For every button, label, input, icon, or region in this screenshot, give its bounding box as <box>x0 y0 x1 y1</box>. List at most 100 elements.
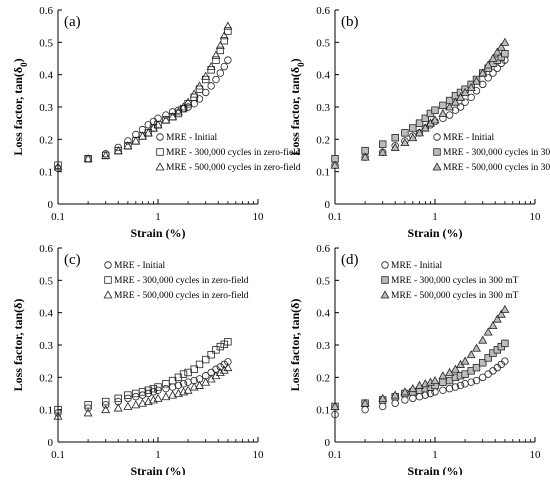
legend-label: MRE - Initial <box>443 133 495 143</box>
data-point <box>224 358 232 366</box>
data-point <box>153 120 163 129</box>
data-point <box>415 119 424 127</box>
y-tick-label: 0.4 <box>316 70 330 82</box>
data-point <box>138 388 147 396</box>
data-point <box>500 37 510 46</box>
data-point <box>216 342 225 351</box>
data-point <box>162 384 170 393</box>
data-point <box>492 47 502 56</box>
data-point <box>168 112 178 121</box>
legend-marker <box>155 162 165 171</box>
y-tick-label: 0 <box>325 437 331 449</box>
y-axis-title-subscript: 0 <box>19 62 29 67</box>
x-tick-label: 10 <box>530 449 542 461</box>
x-tick-label: 0.1 <box>328 449 342 461</box>
series-2 <box>330 304 510 410</box>
data-point <box>496 309 506 318</box>
data-point <box>484 370 492 378</box>
data-point <box>201 71 211 80</box>
data-point <box>219 365 229 374</box>
data-point <box>216 69 225 77</box>
y-axis-title-main: Loss factor, tan(δ <box>11 67 25 156</box>
x-tick-label: 0.1 <box>328 211 342 223</box>
y-tick-label: 0.5 <box>316 37 330 49</box>
legend-marker <box>433 133 441 141</box>
legend-label: MRE - 300,000 cycles in zero-field <box>114 275 249 286</box>
data-point <box>224 338 232 346</box>
y-tick-label: 0.6 <box>316 5 330 17</box>
data-point <box>460 87 470 96</box>
legend-marker <box>381 276 389 284</box>
data-point <box>331 410 339 419</box>
data-point <box>207 82 215 90</box>
data-point <box>161 392 171 401</box>
series-0 <box>54 358 232 417</box>
data-point <box>488 53 498 62</box>
data-point <box>466 82 476 92</box>
data-point <box>492 314 502 323</box>
data-point <box>450 364 460 373</box>
x-tick-label: 1 <box>155 449 161 461</box>
legend-marker <box>104 276 112 284</box>
y-tick-label: 0 <box>48 437 54 449</box>
panel-label: (a) <box>64 14 81 30</box>
data-point <box>183 385 193 394</box>
legend-marker <box>156 133 164 141</box>
data-point <box>478 335 488 344</box>
data-point <box>206 61 216 71</box>
data-point <box>224 27 232 35</box>
data-point <box>400 137 410 147</box>
data-point <box>456 381 465 390</box>
series-2 <box>53 363 233 420</box>
legend-marker <box>432 162 442 171</box>
data-point <box>212 75 220 84</box>
y-axis-title-main: Loss factor, tan(δ <box>288 67 302 156</box>
x-axis-title: Strain (%) <box>408 464 463 475</box>
y-tick-label: 0.4 <box>316 308 330 320</box>
data-point <box>211 50 221 59</box>
data-point <box>430 115 440 124</box>
data-point <box>378 393 388 402</box>
data-point <box>445 111 454 119</box>
data-point <box>202 355 210 364</box>
data-point <box>390 142 400 151</box>
data-point <box>456 103 465 111</box>
series-2 <box>330 37 510 169</box>
data-point <box>415 128 424 137</box>
data-point <box>460 356 470 365</box>
y-tick-label: 0.1 <box>316 167 330 179</box>
data-point <box>360 152 370 161</box>
data-point <box>479 373 487 382</box>
data-point <box>212 56 220 64</box>
x-tick-label: 10 <box>253 449 265 461</box>
legend-marker <box>103 290 113 299</box>
data-point <box>153 393 163 402</box>
legend-marker <box>380 290 390 299</box>
data-point <box>131 136 141 145</box>
y-tick-label: 0.3 <box>39 340 53 352</box>
data-point <box>483 60 493 69</box>
data-point <box>220 62 228 71</box>
data-point <box>467 378 475 386</box>
y-axis-title-subscript: 0 <box>296 62 306 67</box>
y-axis-title-main: Loss factor, tan(δ) <box>11 299 25 392</box>
legend-label: MRE - 300,000 cycles in zero-field <box>166 147 301 158</box>
legend-label: MRE - 500,000 cycles in zero-field <box>166 162 301 173</box>
data-point <box>401 129 409 137</box>
data-point <box>83 408 93 417</box>
x-tick-label: 1 <box>432 211 438 223</box>
data-point <box>83 154 93 163</box>
legend-marker <box>381 261 389 269</box>
data-point <box>224 56 232 64</box>
panel-label: (d) <box>341 252 359 268</box>
y-tick-label: 0.3 <box>39 102 53 114</box>
legend-label: MRE - 500,000 cycles in 300 mT <box>443 163 550 173</box>
data-point <box>189 382 199 391</box>
data-point <box>467 93 475 101</box>
data-point <box>420 123 430 132</box>
y-tick-label: 0.6 <box>39 243 53 255</box>
